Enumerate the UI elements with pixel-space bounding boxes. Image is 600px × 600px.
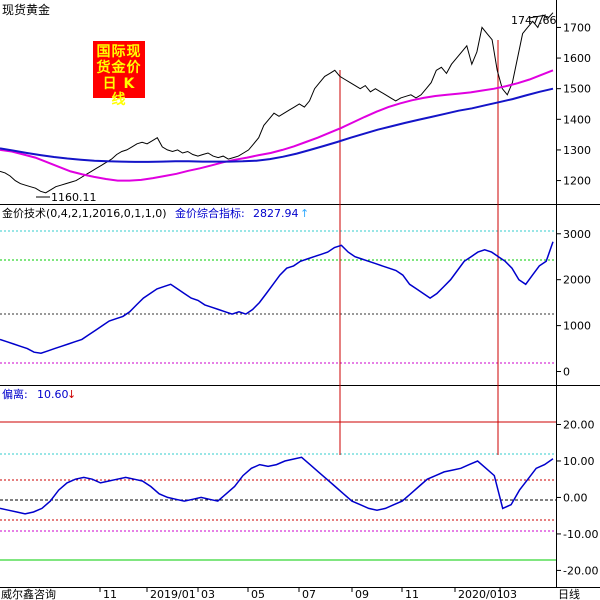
indicator-axis: 3000 2000 1000 0 xyxy=(556,228,591,379)
indicator-tick-label: 2000 xyxy=(563,274,591,287)
vertical-markers xyxy=(339,40,499,455)
price-tick-label: 1500 xyxy=(563,83,591,96)
window-title: 现货黄金 xyxy=(2,2,50,17)
price-axis: 1700 1600 1500 1400 1300 1200 xyxy=(556,21,591,188)
deviation-tick-label: 0.00 xyxy=(563,491,588,504)
high-label: 1747.66 xyxy=(511,14,557,27)
x-axis: 威尔鑫咨询 日线 11 2019/01 03 05 07 09 11 2020/01 03 xyxy=(1,587,580,600)
badge-line-1: 国际现 xyxy=(96,44,142,60)
deviation-reference-lines xyxy=(0,421,556,561)
deviation-label: 偏离: xyxy=(2,387,28,401)
high-pointer xyxy=(528,14,547,19)
price-tick-label: 1700 xyxy=(563,21,591,34)
deviation-tick-label: -20.00 xyxy=(563,564,598,577)
price-series-1 xyxy=(0,69,554,182)
indicator-arrow: ↑ xyxy=(300,207,309,220)
x-tick-label: 11 xyxy=(103,588,117,600)
badge-line-2: 货金价 xyxy=(96,60,142,76)
deviation-arrow: ↓ xyxy=(67,388,76,401)
price-series-0 xyxy=(0,12,554,194)
deviation-tick-label: 10.00 xyxy=(563,455,595,468)
badge-line-3: 日 K 线 xyxy=(102,76,136,108)
price-series-2 xyxy=(0,87,554,163)
price-tick-label: 1600 xyxy=(563,52,591,65)
price-tick-label: 1400 xyxy=(563,113,591,126)
low-label: 1160.11 xyxy=(51,191,97,204)
deviation-tick-label: -10.00 xyxy=(563,528,598,541)
period-label: 日线 xyxy=(558,587,580,600)
indicator-tick-label: 1000 xyxy=(563,320,591,333)
chart-badge: 国际现 货金价 日 K 线 xyxy=(93,41,145,108)
x-tick-label: 11 xyxy=(405,588,419,600)
indicator-reference-lines xyxy=(0,230,556,364)
deviation-value: 10.60 xyxy=(37,388,69,401)
deviation-tick-label: 20.00 xyxy=(563,418,595,431)
deviation-axis: 20.00 10.00 0.00 -10.00 -20.00 xyxy=(556,418,598,577)
x-axis-left-label: 威尔鑫咨询 xyxy=(1,587,56,600)
indicator-tick-label: 0 xyxy=(563,366,570,379)
indicator-title: 金价技术(0,4,2,1,2016,0,1,1,0) xyxy=(2,206,167,220)
indicator-tick-label: 3000 xyxy=(563,228,591,241)
x-tick-label: 07 xyxy=(302,588,316,600)
price-tick-label: 1200 xyxy=(563,175,591,188)
x-tick-label: 2019/01 xyxy=(150,588,196,600)
x-tick-label: 05 xyxy=(251,588,265,600)
series-layer xyxy=(0,12,554,515)
price-tick-label: 1300 xyxy=(563,144,591,157)
indicator-index-label: 金价综合指标: xyxy=(175,206,245,220)
indicator-index-value: 2827.94 xyxy=(253,207,299,220)
x-tick-label: 2020/01 xyxy=(458,588,504,600)
x-tick-label: 03 xyxy=(201,588,215,600)
x-tick-label: 03 xyxy=(503,588,517,600)
deviation-series-4 xyxy=(0,456,554,515)
indicator-series-3 xyxy=(0,241,554,354)
x-tick-label: 09 xyxy=(355,588,369,600)
